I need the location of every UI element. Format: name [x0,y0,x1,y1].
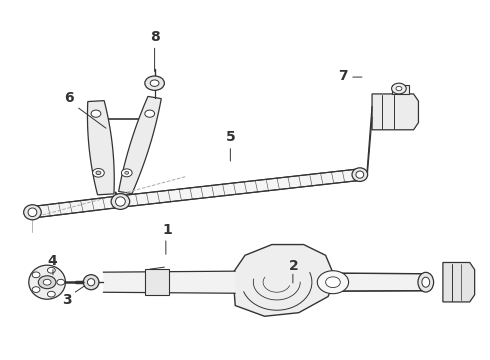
Polygon shape [443,262,475,302]
Polygon shape [335,273,426,291]
Ellipse shape [29,265,66,299]
Ellipse shape [116,197,125,206]
Ellipse shape [28,208,37,217]
Circle shape [125,171,129,174]
Circle shape [122,169,132,177]
Polygon shape [145,269,169,295]
Circle shape [96,171,101,175]
Polygon shape [31,196,122,218]
Text: 4: 4 [47,254,57,268]
Circle shape [57,279,65,285]
Ellipse shape [87,279,95,286]
Circle shape [32,272,40,278]
Circle shape [91,110,101,117]
Circle shape [318,271,348,294]
Circle shape [326,277,340,288]
Polygon shape [103,271,235,293]
Circle shape [48,267,55,273]
Circle shape [392,83,406,94]
Circle shape [32,287,40,292]
Text: 6: 6 [64,90,74,104]
Polygon shape [233,244,335,316]
Ellipse shape [24,205,41,220]
Polygon shape [372,94,418,130]
Text: 7: 7 [338,69,347,83]
Ellipse shape [352,168,368,181]
Polygon shape [119,169,361,207]
Circle shape [150,80,159,86]
Text: 3: 3 [62,293,72,307]
Circle shape [396,86,402,91]
Text: 2: 2 [289,259,299,273]
Ellipse shape [83,275,99,290]
Circle shape [48,291,55,297]
Text: 5: 5 [225,130,235,144]
Ellipse shape [422,277,430,287]
Polygon shape [392,85,409,94]
Circle shape [38,276,56,289]
Circle shape [43,279,51,285]
Polygon shape [88,101,114,195]
Circle shape [93,168,104,177]
Circle shape [145,76,164,90]
Text: 1: 1 [162,223,171,237]
Circle shape [145,110,155,117]
Text: 8: 8 [150,30,159,44]
Ellipse shape [356,171,364,178]
Ellipse shape [418,273,434,292]
Ellipse shape [111,194,130,210]
Polygon shape [119,96,161,194]
